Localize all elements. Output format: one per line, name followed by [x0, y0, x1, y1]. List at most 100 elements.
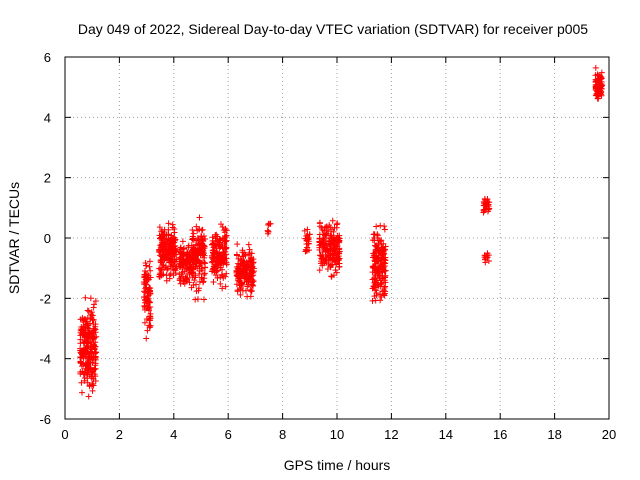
data-point: [218, 271, 225, 278]
data-point: [329, 246, 336, 253]
data-point: [243, 263, 250, 270]
data-point: [178, 249, 185, 256]
data-point: [223, 259, 230, 266]
y-tick-label: 4: [44, 110, 51, 125]
data-point: [378, 293, 385, 300]
data-point: [374, 255, 381, 262]
data-point: [193, 223, 200, 230]
data-point: [172, 263, 179, 270]
data-point: [374, 232, 381, 239]
data-point: [200, 278, 207, 285]
data-point: [142, 285, 149, 292]
data-point: [176, 271, 183, 278]
data-point: [302, 248, 309, 255]
data-point: [201, 271, 208, 278]
data-point: [171, 236, 178, 243]
data-point: [78, 379, 85, 386]
data-point: [221, 256, 228, 263]
data-point: [316, 242, 323, 249]
data-point: [213, 237, 220, 244]
data-point: [92, 329, 99, 336]
data-point: [192, 274, 199, 281]
data-point: [145, 297, 152, 304]
data-point: [375, 237, 382, 244]
data-point: [147, 303, 154, 310]
data-point: [193, 281, 200, 288]
data-point: [237, 285, 244, 292]
data-point: [336, 263, 343, 270]
data-point: [141, 319, 148, 326]
data-point: [91, 371, 98, 378]
data-point: [241, 258, 248, 265]
x-tick-label: 0: [61, 427, 68, 442]
x-axis-label: GPS time / hours: [284, 457, 391, 473]
data-point: [172, 270, 179, 277]
data-point: [192, 255, 199, 262]
data-point: [208, 254, 215, 261]
data-point: [202, 264, 209, 271]
data-point: [147, 322, 154, 329]
data-point: [323, 256, 330, 263]
data-point: [593, 88, 600, 95]
data-point: [372, 297, 379, 304]
data-point: [481, 195, 488, 202]
data-point: [165, 220, 172, 227]
data-point: [158, 253, 165, 260]
data-point: [223, 251, 230, 258]
data-point: [194, 251, 201, 258]
data-point: [147, 313, 154, 320]
data-point: [219, 272, 226, 279]
data-point: [141, 294, 148, 301]
x-tick-label: 16: [493, 427, 507, 442]
data-point: [375, 282, 382, 289]
data-point: [179, 238, 186, 245]
data-point: [198, 233, 205, 240]
data-point: [486, 205, 493, 212]
data-point: [594, 95, 601, 102]
data-point: [301, 227, 308, 234]
data-point: [235, 263, 242, 270]
data-point: [189, 227, 196, 234]
data-point: [377, 238, 384, 245]
data-point: [377, 222, 384, 229]
data-point: [381, 284, 388, 291]
data-point: [78, 363, 85, 370]
data-point: [181, 280, 188, 287]
data-point: [248, 288, 255, 295]
data-point: [166, 240, 173, 247]
data-point: [375, 269, 382, 276]
data-point: [157, 270, 164, 277]
data-point: [330, 228, 337, 235]
data-point: [303, 241, 310, 248]
data-point: [84, 321, 91, 328]
data-point: [248, 250, 255, 257]
data-point: [199, 226, 206, 233]
data-point: [331, 224, 338, 231]
data-point: [317, 252, 324, 259]
data-point: [92, 339, 99, 346]
data-point: [144, 327, 151, 334]
data-point: [145, 288, 152, 295]
data-point: [215, 259, 222, 266]
data-point: [212, 232, 219, 239]
data-point: [84, 314, 91, 321]
data-point: [223, 245, 230, 252]
data-point: [370, 231, 377, 238]
data-point: [381, 226, 388, 233]
data-point: [163, 277, 170, 284]
data-point: [327, 224, 334, 231]
data-point: [85, 393, 92, 400]
data-point: [84, 360, 91, 367]
data-point: [89, 317, 96, 324]
x-tick-label: 14: [439, 427, 453, 442]
data-point: [192, 296, 199, 303]
data-point: [334, 220, 341, 227]
data-point: [141, 268, 148, 275]
x-tick-label: 6: [225, 427, 232, 442]
data-point: [378, 257, 385, 264]
data-point: [214, 275, 221, 282]
data-point: [84, 337, 91, 344]
data-points: [77, 64, 606, 400]
data-point: [381, 223, 388, 230]
data-point: [239, 267, 246, 274]
